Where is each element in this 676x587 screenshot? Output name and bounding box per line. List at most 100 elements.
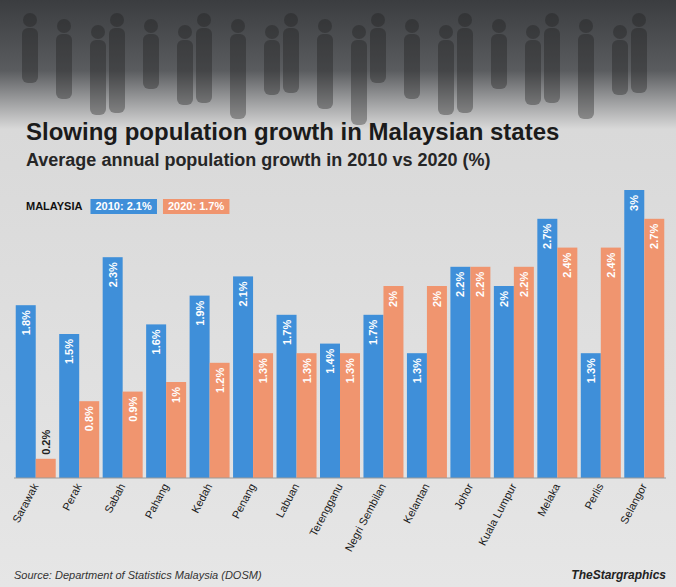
- chart: Slowing population growth in Malaysian s…: [0, 0, 676, 587]
- silhouette-body: [264, 40, 280, 95]
- silhouette-body: [525, 40, 541, 105]
- silhouette-body: [143, 34, 159, 89]
- bar: [146, 324, 166, 478]
- data-labels: 1.8%1.5%2.3%1.6%1.9%2.1%1.7%1.4%1.7%1.3%…: [20, 195, 661, 455]
- data-label: 1.5%: [63, 339, 75, 364]
- silhouette-body: [177, 40, 193, 105]
- bar: [407, 353, 427, 478]
- silhouette-head: [545, 13, 559, 27]
- bar: [494, 286, 514, 478]
- data-label: 0.2%: [40, 430, 52, 455]
- data-label: 2.2%: [454, 272, 466, 297]
- bar: [557, 248, 577, 478]
- data-label: 2%: [387, 291, 399, 307]
- x-tick-label: Sabah: [102, 481, 128, 515]
- data-label: 2%: [498, 291, 510, 307]
- bar: [190, 296, 210, 478]
- data-label: 1.7%: [281, 320, 293, 345]
- silhouette-head: [231, 19, 245, 33]
- data-label: 2.4%: [561, 252, 573, 277]
- data-label: 2.1%: [237, 281, 249, 306]
- x-tick-label: Johor: [452, 481, 476, 511]
- bar: [79, 401, 99, 478]
- bar: [297, 353, 317, 478]
- silhouette-body: [109, 28, 125, 113]
- bar: [581, 353, 601, 478]
- data-label: 2.2%: [474, 272, 486, 297]
- bar: [427, 286, 447, 478]
- silhouette-head: [284, 13, 298, 27]
- silhouette-body: [283, 28, 299, 93]
- bar: [320, 344, 340, 478]
- legend-swatch: [90, 199, 156, 214]
- x-tick-label: Sarawak: [10, 481, 41, 525]
- silhouette-head: [91, 25, 105, 39]
- data-label: 1.7%: [367, 320, 379, 345]
- credit: TheStargraphics: [571, 568, 666, 582]
- data-label: 1.3%: [411, 358, 423, 383]
- silhouette-body: [351, 40, 367, 125]
- silhouette-body: [438, 40, 454, 115]
- silhouette-head: [197, 13, 211, 27]
- silhouette-head: [57, 19, 71, 33]
- silhouette-head: [178, 25, 192, 39]
- bar: [166, 382, 186, 478]
- data-label: 1.3%: [585, 358, 597, 383]
- silhouette-body: [404, 34, 420, 99]
- silhouette-head: [265, 25, 279, 39]
- x-tick-label: Pahang: [142, 481, 170, 520]
- bars: [16, 190, 665, 478]
- data-label: 1.3%: [344, 358, 356, 383]
- data-label: 1.9%: [194, 300, 206, 325]
- silhouette-body: [22, 28, 38, 83]
- silhouette-head: [405, 19, 419, 33]
- silhouette-head: [632, 13, 646, 27]
- bar: [340, 353, 360, 478]
- x-tick-label: Kedah: [189, 481, 215, 515]
- data-label: 1%: [170, 387, 182, 403]
- data-label: 0.9%: [127, 396, 139, 421]
- data-label: 1.2%: [214, 368, 226, 393]
- bar: [470, 267, 490, 478]
- subtitle: Average annual population growth in 2010…: [26, 150, 490, 170]
- silhouette-head: [110, 13, 124, 27]
- x-tick-label: Labuan: [273, 481, 301, 519]
- bar: [383, 286, 403, 478]
- bar: [253, 353, 273, 478]
- silhouette-body: [578, 34, 594, 119]
- x-tick-label: Negri Sembilan: [342, 481, 388, 553]
- bar: [210, 363, 230, 478]
- bar: [514, 267, 534, 478]
- data-label: 1.3%: [301, 358, 313, 383]
- data-label: 2%: [431, 291, 443, 307]
- x-tick-label: Terengganu: [307, 481, 345, 538]
- x-tick-label: Penang: [229, 481, 257, 520]
- bar: [16, 305, 36, 478]
- silhouette-head: [526, 25, 540, 39]
- silhouette-body: [631, 28, 647, 93]
- silhouette-body: [457, 28, 473, 113]
- data-label: 2.4%: [605, 252, 617, 277]
- silhouette-body: [612, 40, 628, 95]
- baseline: [14, 478, 666, 479]
- x-tick-labels: SarawakPerakSabahPahangKedahPenangLabuan…: [10, 481, 649, 554]
- x-tick-label: Kuala Lumpur: [476, 481, 519, 547]
- data-label: 1.8%: [20, 310, 32, 335]
- silhouette-head: [613, 25, 627, 39]
- silhouette-head: [492, 19, 506, 33]
- silhouette-head: [371, 13, 385, 27]
- data-label: 1.3%: [257, 358, 269, 383]
- silhouette-head: [318, 19, 332, 33]
- silhouette-body: [90, 40, 106, 115]
- bar: [624, 190, 644, 478]
- silhouette-head: [458, 13, 472, 27]
- data-label: 2.3%: [107, 262, 119, 287]
- silhouette-body: [230, 34, 246, 119]
- x-tick-label: Perlis: [582, 481, 606, 511]
- data-label: 2.7%: [541, 224, 553, 249]
- bar: [233, 276, 253, 478]
- data-label: 0.8%: [83, 406, 95, 431]
- data-label: 3%: [628, 195, 640, 211]
- bar: [363, 315, 383, 478]
- data-label: 2.7%: [648, 224, 660, 249]
